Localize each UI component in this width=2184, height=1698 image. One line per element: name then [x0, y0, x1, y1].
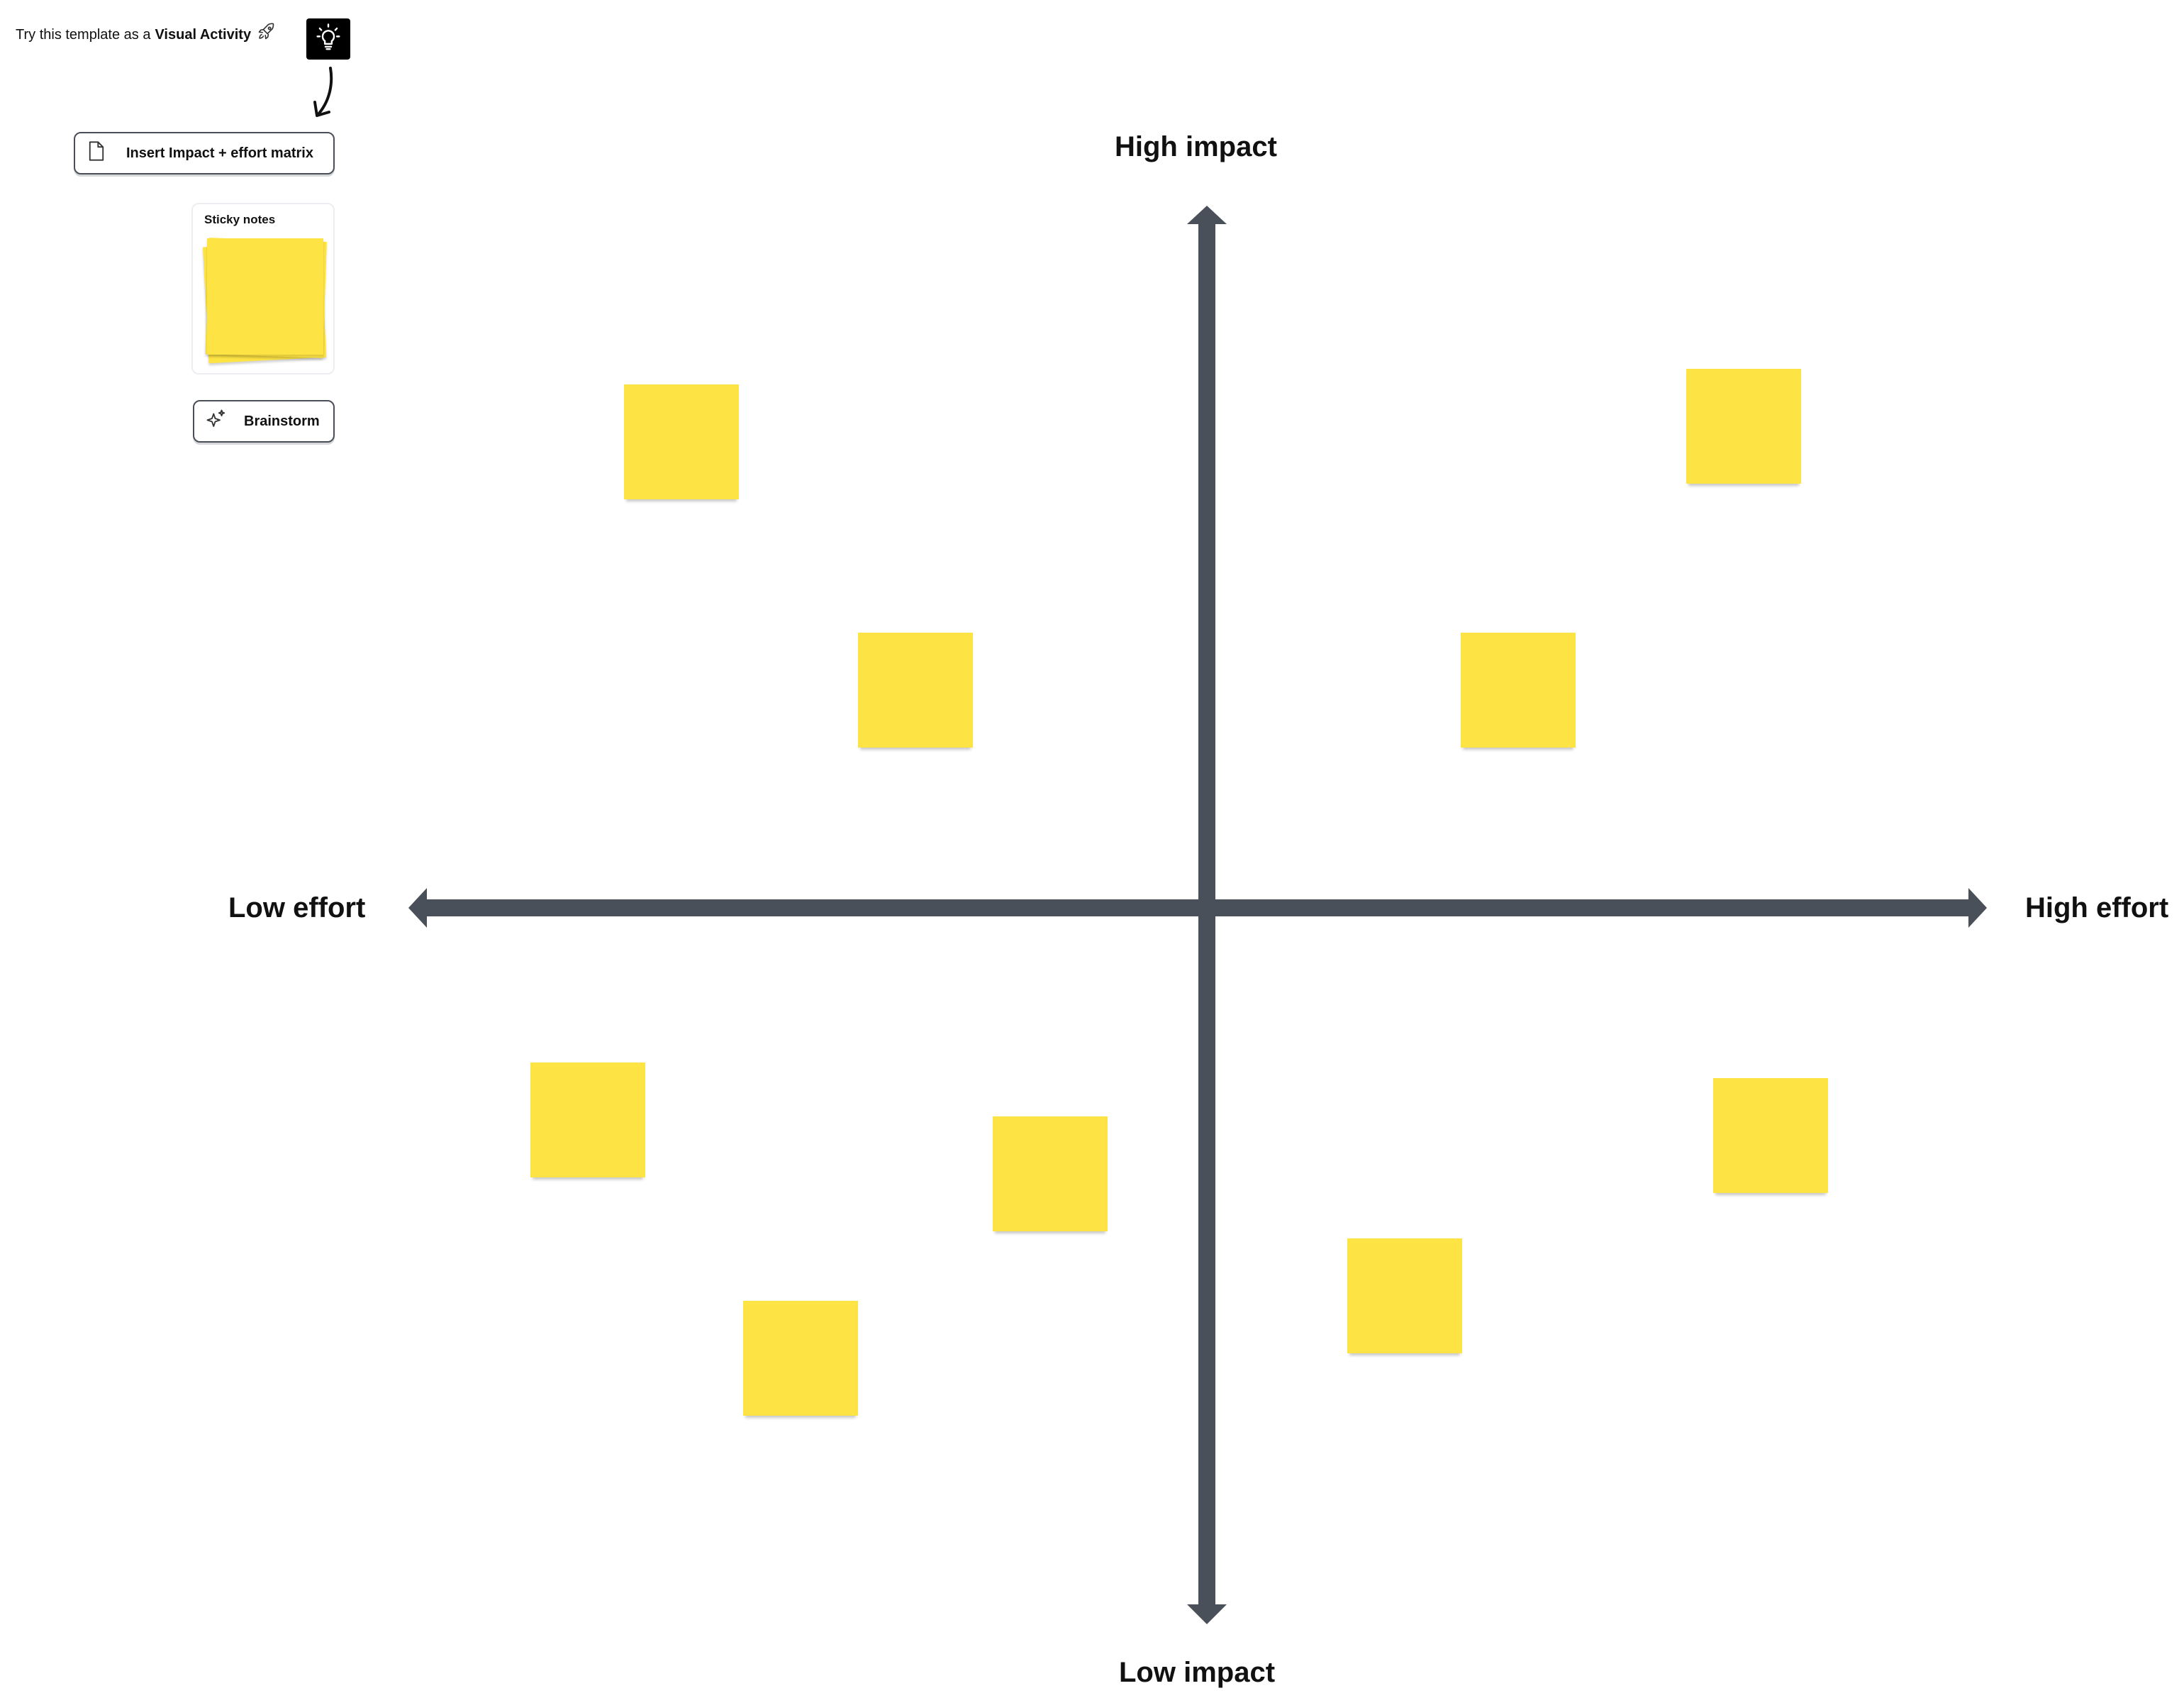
- sticky-notes-label: Sticky notes: [204, 213, 276, 226]
- low-impact-label: Low impact: [1119, 1657, 1276, 1688]
- sticky-stack-front: [207, 238, 323, 355]
- lightbulb-icon: [314, 23, 342, 56]
- insert-matrix-button[interactable]: Insert Impact + effort matrix: [74, 132, 335, 174]
- sticky-note[interactable]: [624, 384, 739, 499]
- high-impact-label: High impact: [1115, 131, 1277, 162]
- rocket-icon: [257, 21, 277, 48]
- visual-activity-button[interactable]: [306, 18, 350, 60]
- insert-matrix-label: Insert Impact + effort matrix: [126, 145, 313, 161]
- effort-axis: [408, 888, 1987, 928]
- sticky-note[interactable]: [743, 1301, 858, 1416]
- high-effort-label: High effort: [2025, 892, 2169, 923]
- sticky-note[interactable]: [993, 1116, 1108, 1231]
- sticky-note[interactable]: [1461, 633, 1576, 748]
- sparkle-icon: [206, 409, 227, 434]
- sticky-note[interactable]: [1713, 1078, 1828, 1193]
- sticky-note[interactable]: [1347, 1238, 1462, 1353]
- curly-arrow-icon: [305, 65, 340, 126]
- sticky-note[interactable]: [1686, 369, 1801, 484]
- hint-emphasis: Visual Activity: [155, 26, 252, 43]
- brainstorm-label: Brainstorm: [244, 413, 320, 429]
- sticky-notes-card[interactable]: Sticky notes: [191, 203, 335, 374]
- sticky-note[interactable]: [530, 1062, 645, 1177]
- visual-activity-hint: Try this template as a Visual Activity: [16, 21, 277, 48]
- document-icon: [88, 140, 105, 166]
- hint-prefix: Try this template as a: [16, 26, 151, 43]
- sticky-note[interactable]: [858, 633, 973, 748]
- brainstorm-button[interactable]: Brainstorm: [193, 400, 335, 443]
- low-effort-label: Low effort: [228, 892, 366, 923]
